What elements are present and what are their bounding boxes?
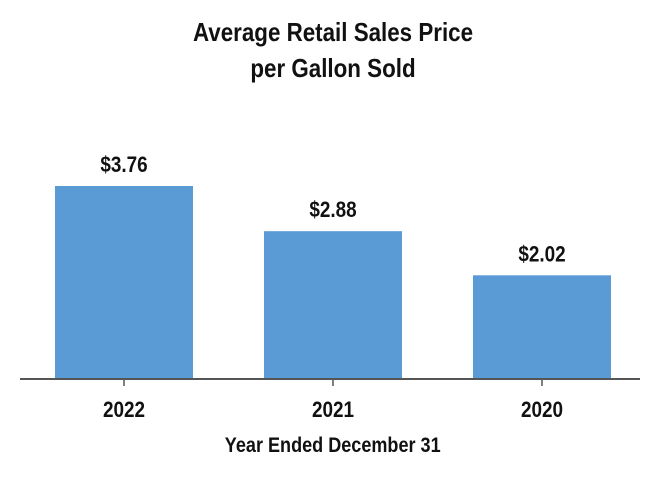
bar-2021 [264, 231, 402, 379]
x-tick-label-2021: 2021 [312, 398, 354, 423]
x-axis-title: Year Ended December 31 [224, 434, 441, 457]
data-label-2021: $2.88 [309, 198, 356, 223]
data-label-2022: $3.76 [100, 153, 147, 178]
bar-2020 [473, 275, 611, 379]
x-tick-label-2022: 2022 [103, 398, 145, 423]
x-tick-label-2020: 2020 [521, 398, 563, 423]
chart-title-line-2: per Gallon Sold [250, 53, 416, 83]
bar-2022 [55, 186, 193, 379]
data-label-2020: $2.02 [518, 242, 565, 267]
chart-title-line-1: Average Retail Sales Price [192, 17, 474, 47]
